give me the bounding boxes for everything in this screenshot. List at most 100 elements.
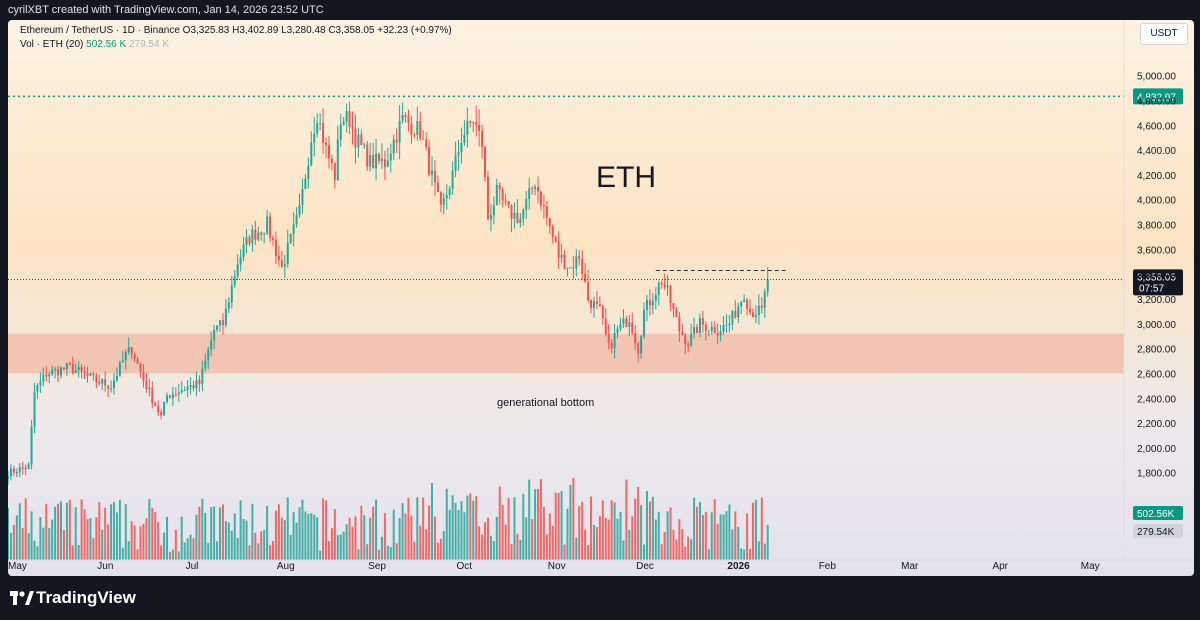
volume-bar <box>95 517 98 560</box>
volume-bar <box>274 510 277 560</box>
volume-bar <box>522 494 525 560</box>
volume-bar <box>77 544 80 560</box>
x-tick-label: May <box>8 561 27 572</box>
volume-bar <box>454 503 457 560</box>
volume-bar <box>251 503 254 560</box>
volume-bar <box>263 529 266 560</box>
volume-bar <box>598 516 601 560</box>
candle-body <box>36 385 39 392</box>
volume-bar <box>104 507 107 560</box>
candle-body <box>634 333 637 344</box>
candle-body <box>693 327 696 334</box>
volume-bar <box>383 513 386 560</box>
volume-bar <box>113 502 116 560</box>
y-tick-label: 3,200.00 <box>1137 295 1176 306</box>
candle-body <box>551 226 554 237</box>
volume-bar <box>413 541 416 560</box>
candle-body <box>472 122 475 124</box>
volume-bar <box>389 547 392 560</box>
candle-body <box>257 232 260 240</box>
volume-bar <box>560 490 563 560</box>
candle-body <box>213 329 216 341</box>
volume-bar <box>510 544 513 560</box>
volume-bar <box>466 495 469 560</box>
volume-bar <box>380 536 383 560</box>
volume-ma-label-text: 279.54K <box>1137 527 1175 538</box>
volume-bar <box>513 497 516 560</box>
volume-bar <box>592 524 595 560</box>
volume-bar <box>678 519 681 560</box>
candle-body <box>301 188 304 206</box>
candle-body <box>631 322 634 334</box>
candle-body <box>174 394 177 396</box>
candle-body <box>145 380 148 390</box>
volume-bar <box>590 496 593 560</box>
volume-bar <box>563 544 566 560</box>
candle-body <box>404 115 407 117</box>
volume-bar <box>198 506 201 560</box>
candle-body <box>669 285 672 304</box>
candle-body <box>316 123 319 134</box>
volume-bar <box>595 527 598 560</box>
volume-bar <box>684 546 687 560</box>
footer: TradingView <box>0 578 1200 620</box>
candle-body <box>45 374 48 377</box>
candle-body <box>201 368 204 384</box>
candle-body <box>345 111 348 122</box>
candle-body <box>39 381 42 386</box>
volume-bar <box>357 549 360 560</box>
volume-bar <box>366 544 369 560</box>
volume-bar <box>722 514 725 560</box>
y-tick-label: 4,200.00 <box>1137 171 1176 182</box>
candle-body <box>198 379 201 384</box>
volume-bar <box>24 498 27 560</box>
candle-body <box>210 340 213 350</box>
volume-bar <box>704 511 707 560</box>
volume-bar <box>475 496 478 560</box>
x-tick-label: Apr <box>992 561 1008 572</box>
chart-frame[interactable]: 4,832.97 3,358.05 07:57 502.56K 279.54K 5,00… <box>8 20 1194 576</box>
volume-bar <box>48 528 51 560</box>
volume-bar <box>654 519 657 560</box>
volume-bar <box>622 540 625 560</box>
volume-bar <box>525 517 528 560</box>
candle-body <box>101 379 104 384</box>
candle-body <box>542 205 545 207</box>
candle-body <box>616 328 619 333</box>
zone-label: generational bottom <box>497 397 594 409</box>
candle-body <box>283 264 286 267</box>
candle-body <box>54 368 57 370</box>
volume-bar <box>395 543 398 560</box>
candle-body <box>260 232 263 235</box>
volume-bar <box>693 497 696 560</box>
candle-body <box>224 308 227 326</box>
volume-bar <box>60 501 63 560</box>
currency-button[interactable]: USDT <box>1140 23 1188 45</box>
candle-body <box>366 144 369 167</box>
candle-body <box>166 395 169 403</box>
volume-bar <box>495 516 498 560</box>
volume-bar <box>498 486 501 560</box>
volume-bar <box>760 497 763 560</box>
volume-bar <box>12 524 15 560</box>
candle-body <box>107 385 110 389</box>
volume-bar <box>192 538 195 560</box>
candle-body <box>304 179 307 189</box>
candle-body <box>263 233 266 235</box>
candle-body <box>130 347 133 354</box>
candle-body <box>80 367 83 372</box>
volume-bar <box>18 503 21 560</box>
volume-bar <box>280 517 283 560</box>
candle-body <box>48 374 51 377</box>
candle-body <box>89 373 92 376</box>
volume-bar <box>634 498 637 560</box>
candle-body <box>448 188 451 195</box>
candle-body <box>749 308 752 313</box>
volume-bar <box>219 507 222 560</box>
volume-bar <box>584 529 587 560</box>
candle-body <box>239 257 242 265</box>
candle-body <box>690 333 693 346</box>
volume-bar <box>551 525 554 560</box>
candle-body <box>486 177 489 220</box>
